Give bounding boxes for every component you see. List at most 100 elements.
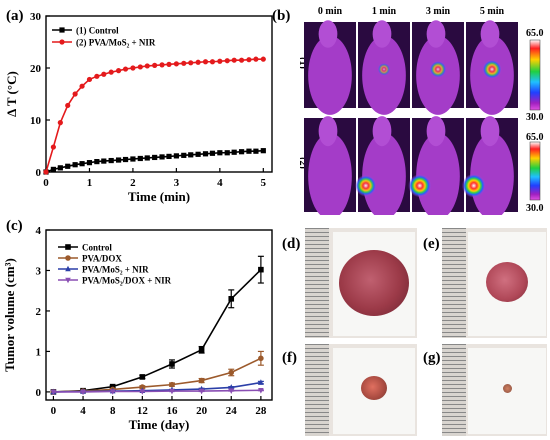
legend-label: PVA/DOX — [82, 254, 122, 264]
plot-frame — [45, 15, 273, 173]
data-point — [188, 152, 194, 158]
data-point — [258, 266, 264, 273]
data-point — [198, 388, 205, 395]
y-tick-label: 0 — [36, 167, 42, 179]
x-tick-label: 4 — [80, 405, 86, 417]
hot-spot — [408, 174, 432, 198]
hot-spot — [429, 60, 447, 79]
x-tick-label: 4 — [217, 177, 223, 189]
data-point — [108, 69, 114, 75]
x-tick-label: 28 — [255, 405, 267, 417]
data-point — [152, 154, 158, 161]
data-point — [159, 62, 165, 68]
time-column-header: 1 min — [372, 6, 397, 17]
data-point — [86, 160, 93, 166]
data-point — [130, 156, 136, 162]
x-tick-label: 1 — [87, 177, 93, 189]
data-point — [137, 155, 143, 162]
ruler-e — [442, 228, 466, 338]
data-point — [228, 388, 235, 394]
data-point — [65, 163, 71, 169]
mouse-head — [426, 20, 446, 48]
data-point — [181, 60, 187, 66]
data-point — [246, 57, 252, 63]
series-0 — [43, 148, 266, 175]
scale-max-label-lower: 65.0 — [526, 132, 544, 143]
data-point — [188, 60, 194, 66]
y-tick-label: 2 — [36, 306, 42, 318]
mouse-body — [308, 35, 352, 115]
y-tick-label: 4 — [36, 225, 42, 237]
data-point — [130, 65, 136, 71]
data-point — [144, 63, 150, 69]
mouse-head — [426, 116, 446, 147]
mouse-head — [372, 116, 392, 147]
y-tick-label: 1 — [36, 346, 42, 358]
y-tick-label: 20 — [30, 63, 42, 75]
data-point — [139, 374, 146, 380]
tumor-e — [486, 262, 528, 302]
tumor-g — [503, 384, 512, 393]
x-tick-label: 2 — [130, 177, 136, 189]
data-point — [217, 150, 223, 156]
scale-min-label-lower: 30.0 — [526, 112, 544, 123]
legend-marker — [59, 27, 65, 33]
tumor-d — [339, 250, 409, 316]
hot-spot — [377, 62, 391, 77]
panel-label-c: (c) — [6, 218, 23, 234]
y-tick-label: 3 — [36, 265, 42, 277]
mouse-head — [480, 116, 500, 147]
plot-frame — [45, 229, 273, 401]
data-point — [224, 58, 230, 64]
x-tick-label: 3 — [174, 177, 180, 189]
hot-spot — [461, 173, 486, 198]
x-tick-label: 16 — [166, 405, 178, 417]
data-point — [169, 381, 175, 388]
data-point — [198, 377, 205, 384]
data-point — [181, 152, 187, 158]
data-point — [173, 153, 179, 159]
color-scale-bar-lower — [529, 141, 541, 201]
data-point — [139, 384, 146, 390]
series-0 — [50, 255, 264, 395]
legend-marker — [65, 277, 71, 284]
x-axis-title: Time (day) — [129, 417, 190, 432]
data-point — [79, 161, 85, 167]
data-point — [122, 156, 129, 163]
panel-label-d: (d) — [282, 236, 301, 252]
data-point — [228, 384, 235, 390]
legend-label: PVA/MoS₂/DOX + NIR — [82, 276, 172, 286]
series-1 — [43, 56, 266, 175]
ruler-d — [305, 228, 329, 338]
x-tick-label: 5 — [261, 177, 267, 189]
data-point — [65, 102, 71, 109]
legend-label: Control — [82, 243, 112, 253]
mouse-body — [362, 133, 406, 215]
data-point — [79, 83, 85, 89]
mouse-head — [480, 20, 500, 48]
legend-marker — [65, 255, 71, 261]
data-point — [101, 158, 107, 164]
series-line — [53, 269, 262, 393]
data-point — [173, 61, 179, 67]
legend-marker — [59, 39, 65, 45]
panel-label-f: (f) — [282, 350, 297, 366]
series-line — [45, 149, 264, 173]
data-point — [108, 157, 114, 164]
data-point — [238, 149, 245, 155]
data-point — [202, 59, 209, 65]
data-point — [94, 73, 100, 79]
x-tick-label: 24 — [226, 405, 238, 417]
data-point — [50, 389, 57, 396]
x-tick-label: 20 — [196, 405, 208, 417]
hot-spot — [354, 174, 377, 197]
panel-label-a: (a) — [6, 8, 24, 24]
data-point — [202, 151, 209, 157]
data-point — [115, 157, 122, 163]
legend-label: PVA/MoS₂ + NIR — [82, 265, 149, 275]
data-point — [166, 153, 172, 159]
data-point — [50, 166, 56, 172]
ruler-f — [305, 344, 329, 436]
data-point — [228, 296, 235, 302]
